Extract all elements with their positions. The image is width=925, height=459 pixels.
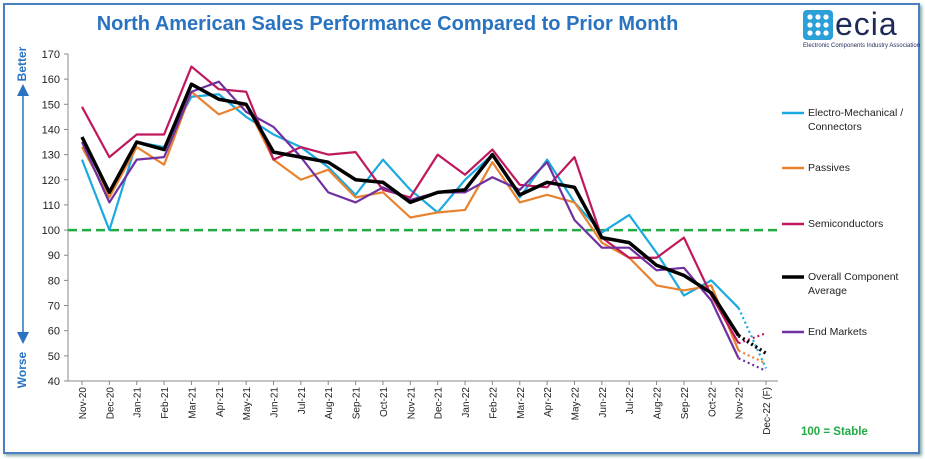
x-tick-label: Aug-22	[653, 387, 664, 420]
y-tick-label: 130	[42, 150, 60, 162]
legend-label-electro-mechanical: Electro-Mechanical / Connectors	[808, 107, 904, 133]
x-tick-label: Dec-22 (F)	[762, 387, 773, 435]
y-tick-label: 90	[48, 250, 60, 262]
arrow-up-icon	[17, 84, 29, 96]
y-tick-label: 70	[48, 301, 60, 313]
y-tick-label: 110	[42, 200, 60, 212]
y-tick-label: 120	[42, 175, 60, 187]
stable-note: 100 = Stable	[801, 426, 868, 438]
y-tick-label: 50	[48, 351, 60, 363]
x-tick-label: Jan-22	[461, 387, 472, 418]
x-tick-label: Sep-21	[352, 387, 363, 420]
worse-label: Worse	[15, 351, 29, 388]
y-tick-label: 170	[42, 49, 60, 61]
series-line-overall	[80, 82, 741, 337]
y-tick-label: 60	[48, 326, 60, 338]
y-tick-label: 40	[48, 376, 60, 388]
chart-frame	[3, 3, 920, 454]
series-forecast-electro_mechanical	[737, 307, 768, 369]
series-line-electro_mechanical	[80, 93, 740, 309]
x-tick-label: Nov-20	[78, 387, 89, 420]
legend-label-passives: Passives	[808, 162, 851, 174]
series-line-semiconductors	[81, 65, 740, 344]
series-line-end_markets	[80, 80, 740, 359]
x-tick-label: Oct-22	[707, 387, 718, 417]
y-tick-label: 150	[42, 99, 60, 111]
x-tick-label: Oct-21	[379, 387, 390, 417]
x-tick-label: Nov-21	[406, 387, 417, 420]
y-tick-label: 140	[42, 124, 60, 136]
ecia-logo-mark-icon	[803, 10, 833, 40]
series-forecast-overall	[737, 334, 767, 355]
series-forecast-semiconductors	[738, 332, 767, 345]
chart-title: North American Sales Performance Compare…	[96, 13, 679, 35]
x-tick-label: Jul-21	[297, 387, 308, 415]
x-tick-label: Sep-22	[680, 387, 691, 420]
x-tick-label: Apr-21	[215, 387, 226, 417]
y-tick-label: 160	[42, 74, 60, 86]
y-tick-label: 80	[48, 275, 60, 287]
x-tick-label: Jun-21	[270, 387, 281, 418]
y-tick-label: 100	[42, 225, 60, 237]
legend-label-semiconductors: Semiconductors	[808, 218, 884, 230]
arrow-down-icon	[17, 332, 29, 344]
ecia-logo	[803, 10, 915, 54]
x-tick-label: Feb-21	[160, 387, 171, 419]
x-tick-label: Dec-21	[434, 387, 445, 420]
series-line-passives	[81, 90, 740, 352]
x-tick-label: Feb-22	[488, 387, 499, 419]
series-forecast-end_markets	[738, 357, 767, 372]
x-tick-label: Apr-22	[543, 387, 554, 417]
x-tick-label: Mar-21	[187, 387, 198, 419]
ecia-logo-subtitle: Electronic Components Industry Associati…	[803, 43, 921, 49]
x-tick-label: Aug-21	[324, 387, 335, 420]
series-forecast-passives	[738, 349, 767, 365]
x-tick-label: Jan-21	[133, 387, 144, 418]
x-tick-label: Jul-22	[625, 387, 636, 415]
x-tick-label: Dec-20	[105, 387, 116, 420]
better-label: Better	[15, 46, 29, 81]
x-tick-label: May-22	[570, 387, 581, 421]
legend-label-end-markets: End Markets	[808, 326, 867, 338]
x-tick-label: May-21	[242, 387, 253, 421]
legend-label-overall: Overall Component Average	[808, 271, 899, 297]
x-tick-label: Jun-22	[598, 387, 609, 418]
x-tick-label: Mar-22	[516, 387, 527, 419]
x-tick-label: Nov-22	[735, 387, 746, 420]
ecia-logo-text: ecia	[835, 6, 898, 42]
